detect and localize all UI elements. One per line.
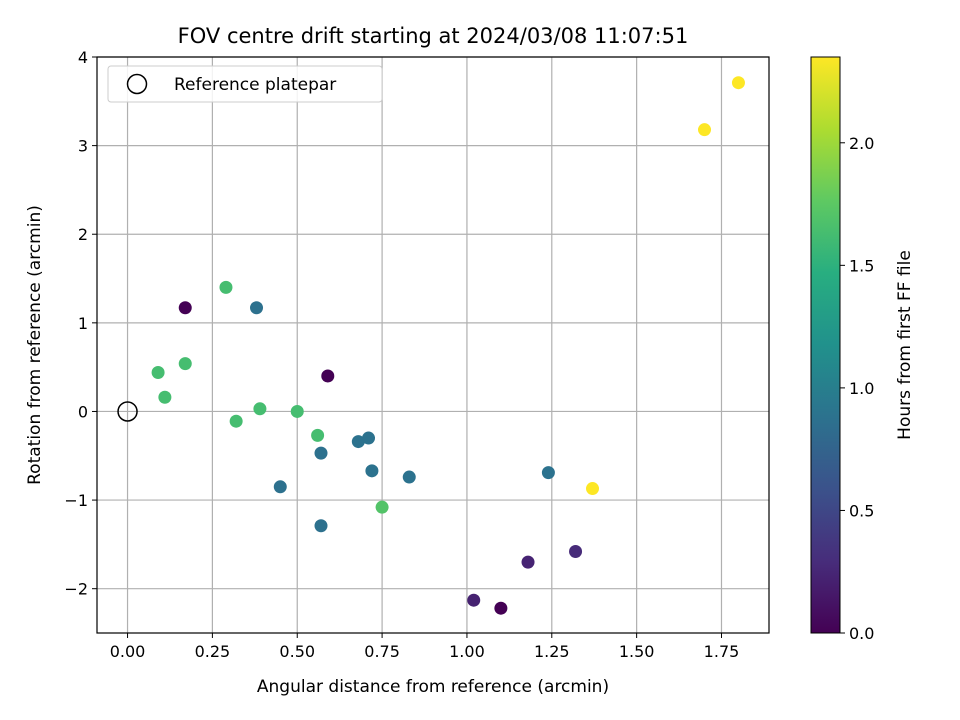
x-tick-label: 1.00	[449, 642, 485, 661]
legend-marker	[126, 73, 148, 95]
data-point	[467, 593, 481, 607]
data-point	[314, 446, 328, 460]
colorbar-tick-label: 1.5	[849, 256, 874, 275]
x-tick-label: 1.50	[619, 642, 655, 661]
data-point	[151, 365, 165, 379]
colorbar-tick-label: 2.0	[849, 134, 874, 153]
colorbar-ticks: 0.0 0.5 1.0 1.5 2.0	[840, 134, 874, 643]
x-axis-ticks: 0.00 0.25 0.50 0.75 1.00 1.25 1.50 1.75	[110, 633, 740, 661]
data-point	[273, 480, 287, 494]
data-point	[178, 357, 192, 371]
data-point	[311, 428, 325, 442]
legend: Reference platepar	[107, 65, 383, 103]
x-tick-label: 0.50	[279, 642, 315, 661]
data-point	[541, 466, 555, 480]
y-tick-label: 4	[78, 48, 88, 67]
data-point	[250, 301, 264, 315]
y-tick-label: −2	[64, 580, 88, 599]
y-tick-label: 0	[78, 402, 88, 421]
colorbar: 0.0 0.5 1.0 1.5 2.0 Hours from first FF file	[810, 56, 915, 643]
data-point	[351, 435, 365, 449]
y-tick-label: 2	[78, 225, 88, 244]
data-points	[151, 76, 745, 615]
colorbar-label: Hours from first FF file	[895, 250, 915, 440]
plot-area-frame	[96, 56, 770, 634]
grid-lines	[97, 56, 769, 633]
data-point	[494, 601, 508, 615]
x-tick-label: 0.75	[364, 642, 400, 661]
data-point	[521, 555, 535, 569]
data-point	[253, 402, 267, 416]
data-point	[219, 280, 233, 294]
reference-marker-group	[117, 401, 138, 422]
data-point	[178, 301, 192, 315]
reference-marker	[117, 401, 138, 422]
data-point	[362, 431, 376, 445]
data-point	[586, 482, 600, 496]
y-axis-ticks: −2 −1 0 1 2 3 4	[64, 48, 97, 599]
x-axis-label: Angular distance from reference (arcmin)	[257, 677, 609, 697]
y-axis-label: Rotation from reference (arcmin)	[25, 205, 45, 485]
data-point	[698, 123, 712, 137]
data-point	[321, 369, 335, 383]
legend-box	[107, 65, 383, 103]
colorbar-tick-label: 0.0	[849, 624, 874, 643]
x-tick-label: 0.00	[110, 642, 146, 661]
colorbar-gradient	[810, 56, 841, 634]
y-tick-label: −1	[64, 491, 88, 510]
x-tick-label: 0.25	[195, 642, 231, 661]
data-point	[229, 414, 243, 428]
x-tick-label: 1.75	[704, 642, 740, 661]
x-tick-label: 1.25	[534, 642, 570, 661]
data-point	[731, 76, 745, 90]
data-point	[158, 390, 172, 404]
y-tick-label: 3	[78, 137, 88, 156]
data-point	[375, 500, 389, 514]
data-point	[569, 544, 583, 558]
legend-entry-reference: Reference platepar	[174, 75, 336, 95]
data-point	[314, 519, 328, 533]
colorbar-tick-label: 0.5	[849, 501, 874, 520]
data-point	[290, 404, 304, 418]
chart-title: FOV centre drift starting at 2024/03/08 …	[178, 24, 689, 48]
data-point	[365, 464, 379, 478]
data-point	[402, 470, 416, 484]
colorbar-tick-label: 1.0	[849, 379, 874, 398]
y-tick-label: 1	[78, 314, 88, 333]
